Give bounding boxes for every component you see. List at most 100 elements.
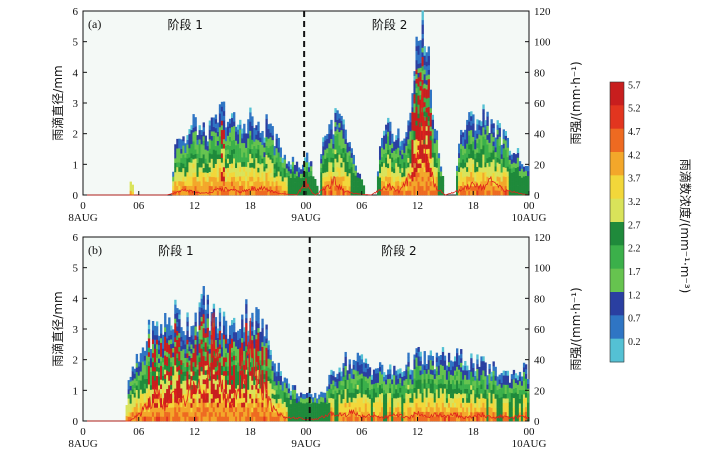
dsd-cell [484,398,487,404]
dsd-cell [202,286,205,291]
dsd-cell [186,158,189,164]
dsd-cell [395,190,398,196]
dsd-cell [456,407,459,413]
dsd-cell [237,138,240,144]
dsd-cell [441,365,445,371]
dsd-cell [147,374,151,380]
dsd-cell [257,323,260,329]
dsd-cell [269,159,272,165]
dsd-cell [332,167,335,172]
dsd-cell [328,133,331,139]
dsd-cell [334,112,337,118]
dsd-cell [145,416,149,422]
dsd-cell [312,190,315,196]
dsd-cell [210,393,214,399]
dsd-cell [330,162,333,168]
dsd-cell [303,412,307,417]
dsd-cell [407,375,410,381]
dsd-cell [458,153,461,158]
dsd-cell [348,172,351,178]
dsd-cell [385,397,388,403]
dsd-cell [212,416,216,422]
dsd-cell [194,144,197,150]
dsd-cell [354,360,357,366]
dsd-cell [208,344,212,350]
dsd-cell [330,379,333,385]
dsd-cell [295,407,299,413]
dsd-cell [210,131,214,137]
dsd-cell [389,383,392,389]
dsd-cell [437,190,441,196]
dsd-cell [208,375,212,381]
dsd-cell [239,370,242,376]
dsd-cell [253,145,256,151]
dsd-cell [245,406,248,412]
dsd-cell [374,406,378,412]
dsd-cell [320,176,323,182]
dsd-cell [204,167,207,173]
dsd-cell [192,154,195,160]
dsd-cell [228,384,232,390]
dsd-cell [230,365,234,371]
dsd-cell [245,313,248,319]
dsd-cell [391,374,394,380]
dsd-cell [415,148,418,154]
dsd-cell [472,172,475,178]
dsd-cell [251,398,254,404]
dsd-cell [241,374,244,380]
dsd-cell [176,176,179,182]
dsd-cell [257,365,260,371]
dsd-cell [190,330,193,336]
dsd-cell [301,394,305,399]
dsd-cell [336,162,339,168]
dsd-cell [241,128,244,134]
dsd-cell [334,158,337,164]
dsd-cell [198,153,201,159]
dsd-cell [279,147,282,153]
dsd-cell [340,398,343,404]
dsd-cell [458,360,461,366]
dsd-cell [496,180,499,186]
dsd-cell [417,77,420,82]
dsd-cell [218,393,222,399]
dsd-cell [239,356,242,362]
dsd-cell [249,135,252,141]
dsd-cell [376,185,380,191]
dsd-cell [243,369,246,375]
dsd-cell [174,181,177,187]
dsd-cell [421,84,424,90]
dsd-cell [220,139,224,145]
dsd-cell [504,131,507,136]
dsd-cell [158,394,161,399]
dsd-cell [504,149,507,155]
dsd-cell [194,126,197,132]
dsd-cell [202,360,205,366]
dsd-cell [472,407,475,413]
dsd-cell [202,416,205,422]
dsd-cell [210,361,214,367]
dsd-cell [295,180,299,186]
dsd-cell [220,115,224,121]
dsd-cell [476,359,479,365]
dsd-cell [417,402,420,408]
dsd-cell [340,153,343,159]
dsd-cell [226,398,230,404]
dsd-cell [261,360,264,366]
dsd-cell [275,147,278,153]
dsd-cell [176,185,179,191]
dsd-cell [480,135,483,141]
dsd-cell [439,166,443,172]
dsd-cell [249,366,252,372]
dsd-cell [376,411,380,417]
dsd-cell [267,138,270,144]
dsd-cell [174,341,177,347]
dsd-cell [492,186,495,191]
dsd-cell [239,379,242,385]
dsd-cell [462,141,465,147]
dsd-cell [324,158,327,164]
dsd-cell [340,403,343,408]
dsd-cell [480,190,483,196]
dsd-cell [230,388,234,394]
dsd-cell [336,138,339,144]
dsd-cell [372,416,376,422]
